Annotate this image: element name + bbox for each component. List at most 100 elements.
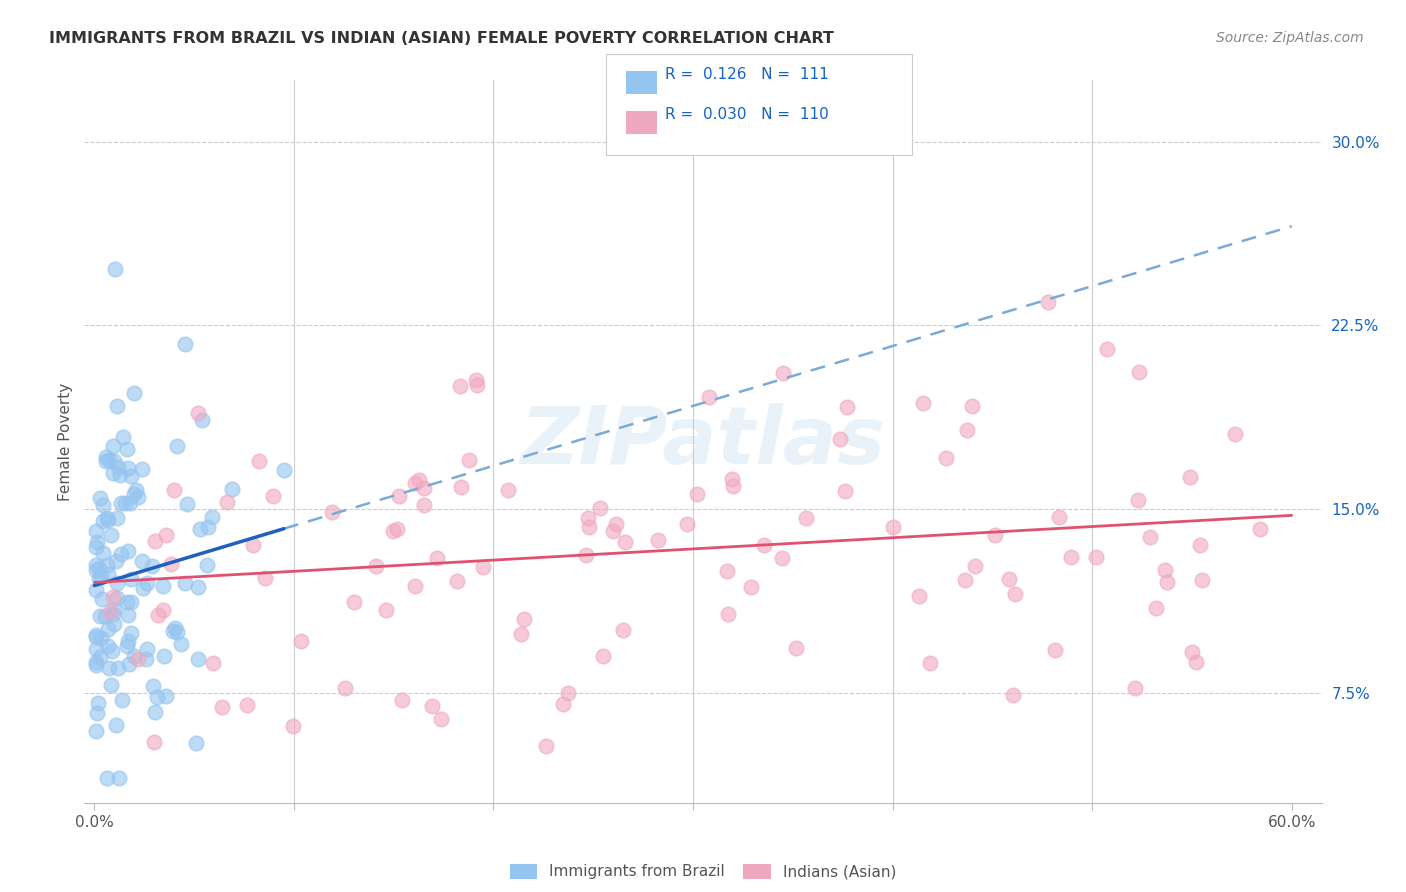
Immigrants from Brazil — [115, 595, 138, 609]
Immigrants from Brazil — [100, 678, 122, 692]
Indians (Asian) — [465, 373, 488, 387]
Immigrants from Brazil — [176, 497, 198, 511]
Immigrants from Brazil — [105, 511, 128, 525]
Immigrants from Brazil — [86, 642, 108, 657]
Indians (Asian) — [963, 559, 986, 574]
Immigrants from Brazil — [174, 576, 197, 591]
Immigrants from Brazil — [118, 495, 141, 509]
Indians (Asian) — [283, 718, 305, 732]
Indians (Asian) — [247, 454, 270, 468]
Indians (Asian) — [553, 698, 575, 712]
Immigrants from Brazil — [221, 482, 243, 496]
Indians (Asian) — [612, 623, 634, 637]
Immigrants from Brazil — [87, 561, 110, 575]
Indians (Asian) — [366, 558, 388, 573]
Indians (Asian) — [1001, 688, 1024, 702]
Immigrants from Brazil — [131, 554, 153, 568]
Indians (Asian) — [589, 501, 612, 516]
Indians (Asian) — [382, 524, 405, 538]
Immigrants from Brazil — [86, 563, 108, 577]
Immigrants from Brazil — [152, 579, 174, 593]
Text: R =  0.030   N =  110: R = 0.030 N = 110 — [665, 107, 828, 121]
Indians (Asian) — [388, 489, 411, 503]
Immigrants from Brazil — [111, 693, 134, 707]
Indians (Asian) — [1047, 509, 1070, 524]
Indians (Asian) — [1249, 522, 1271, 536]
Immigrants from Brazil — [105, 575, 128, 590]
Immigrants from Brazil — [107, 772, 129, 786]
Immigrants from Brazil — [96, 450, 118, 465]
Indians (Asian) — [685, 487, 707, 501]
Indians (Asian) — [211, 700, 233, 714]
Indians (Asian) — [770, 550, 793, 565]
Immigrants from Brazil — [90, 568, 112, 582]
Indians (Asian) — [1184, 655, 1206, 669]
Indians (Asian) — [557, 686, 579, 700]
Indians (Asian) — [605, 517, 627, 532]
Immigrants from Brazil — [105, 591, 128, 605]
Immigrants from Brazil — [191, 412, 214, 426]
Text: R =  0.126   N =  111: R = 0.126 N = 111 — [665, 67, 828, 81]
Immigrants from Brazil — [104, 262, 127, 277]
Legend: Immigrants from Brazil, Indians (Asian): Immigrants from Brazil, Indians (Asian) — [503, 857, 903, 886]
Immigrants from Brazil — [107, 460, 129, 475]
Immigrants from Brazil — [122, 487, 145, 501]
Immigrants from Brazil — [104, 554, 127, 568]
Immigrants from Brazil — [89, 608, 111, 623]
Immigrants from Brazil — [166, 625, 188, 640]
Indians (Asian) — [422, 698, 444, 713]
Immigrants from Brazil — [197, 520, 219, 534]
Indians (Asian) — [721, 471, 744, 485]
Immigrants from Brazil — [115, 639, 138, 653]
Indians (Asian) — [472, 559, 495, 574]
Immigrants from Brazil — [155, 689, 177, 703]
Immigrants from Brazil — [153, 649, 176, 664]
Immigrants from Brazil — [124, 649, 146, 664]
Indians (Asian) — [935, 450, 957, 465]
Immigrants from Brazil — [90, 632, 112, 646]
Indians (Asian) — [613, 535, 636, 549]
Immigrants from Brazil — [115, 442, 138, 456]
Immigrants from Brazil — [117, 544, 139, 558]
Immigrants from Brazil — [162, 624, 184, 639]
Indians (Asian) — [496, 483, 519, 497]
Immigrants from Brazil — [97, 453, 120, 467]
Indians (Asian) — [953, 573, 976, 587]
Indians (Asian) — [576, 511, 599, 525]
Indians (Asian) — [321, 504, 343, 518]
Immigrants from Brazil — [120, 595, 142, 609]
Indians (Asian) — [1045, 643, 1067, 657]
Indians (Asian) — [449, 379, 471, 393]
Indians (Asian) — [534, 739, 557, 753]
Immigrants from Brazil — [97, 513, 120, 527]
Immigrants from Brazil — [120, 573, 142, 587]
Indians (Asian) — [1128, 365, 1150, 379]
Indians (Asian) — [159, 557, 181, 571]
Immigrants from Brazil — [103, 601, 125, 615]
Indians (Asian) — [426, 550, 449, 565]
Indians (Asian) — [592, 649, 614, 664]
Immigrants from Brazil — [87, 570, 110, 584]
Immigrants from Brazil — [101, 607, 124, 622]
Immigrants from Brazil — [108, 468, 131, 483]
Immigrants from Brazil — [94, 609, 117, 624]
Indians (Asian) — [772, 366, 794, 380]
Indians (Asian) — [754, 538, 776, 552]
Indians (Asian) — [1156, 574, 1178, 589]
Indians (Asian) — [148, 607, 170, 622]
Immigrants from Brazil — [91, 514, 114, 528]
Immigrants from Brazil — [127, 490, 149, 504]
Indians (Asian) — [343, 594, 366, 608]
Immigrants from Brazil — [117, 633, 139, 648]
Indians (Asian) — [163, 483, 186, 498]
Immigrants from Brazil — [117, 461, 139, 475]
Indians (Asian) — [1180, 470, 1202, 484]
Indians (Asian) — [513, 612, 536, 626]
Indians (Asian) — [1223, 427, 1246, 442]
Indians (Asian) — [837, 401, 859, 415]
Indians (Asian) — [143, 534, 166, 549]
Immigrants from Brazil — [98, 660, 121, 674]
Immigrants from Brazil — [188, 522, 211, 536]
Immigrants from Brazil — [97, 639, 120, 653]
Immigrants from Brazil — [110, 496, 132, 510]
